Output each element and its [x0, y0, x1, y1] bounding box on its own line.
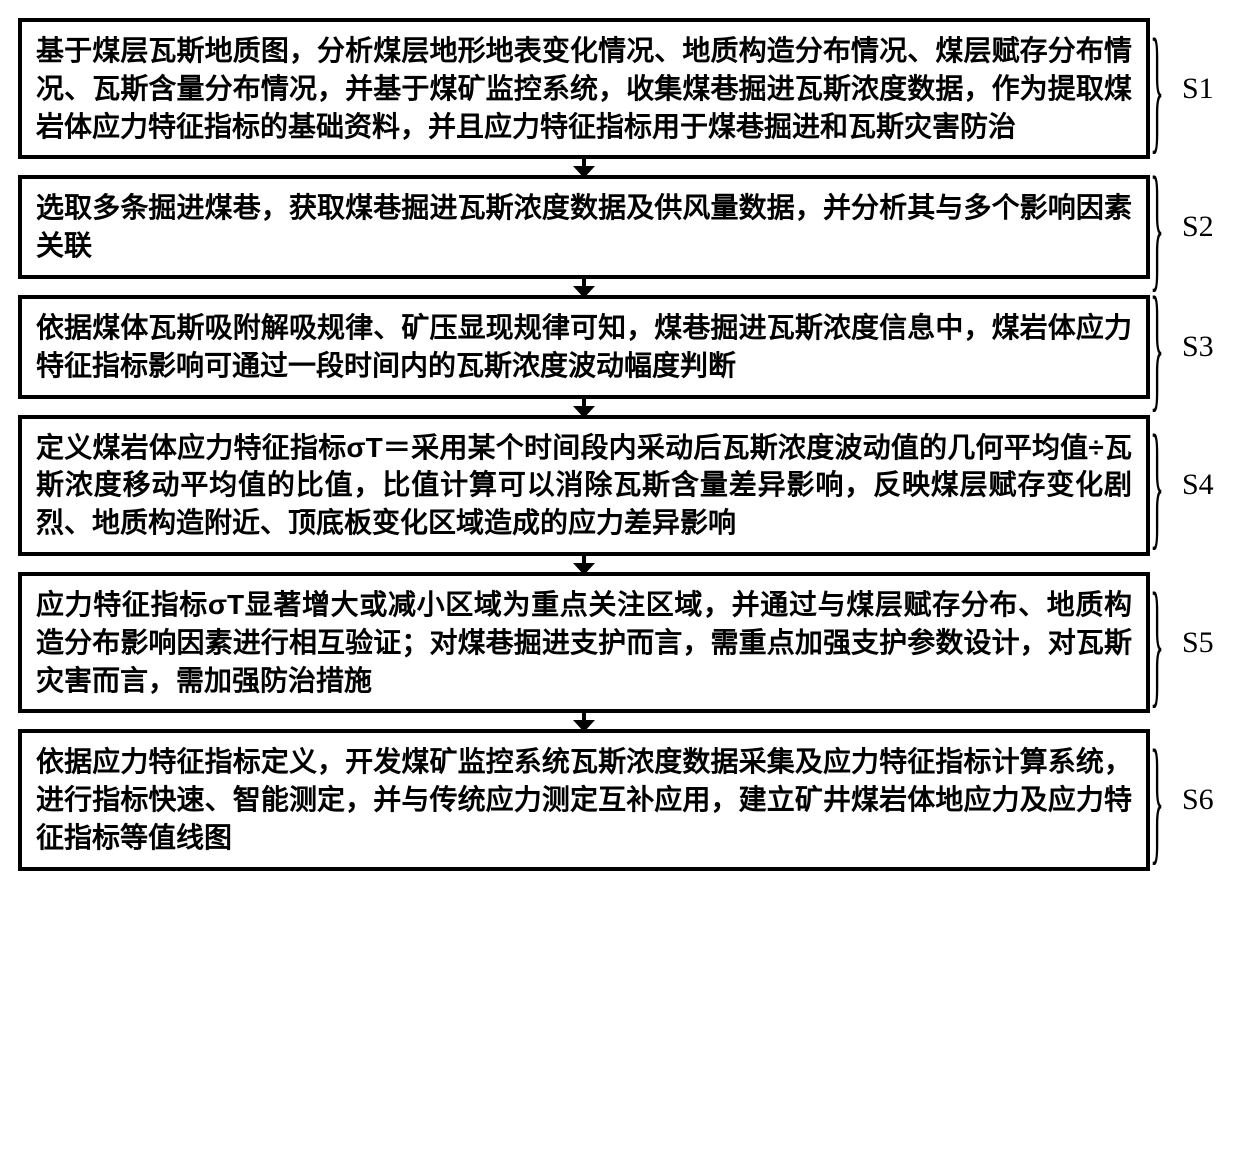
arrow-down-icon — [573, 554, 595, 574]
step-text-s2: 选取多条掘进煤巷，获取煤巷掘进瓦斯浓度数据及供风量数据，并分析其与多个影响因素关… — [36, 192, 1132, 261]
arrow-down-icon — [573, 277, 595, 297]
brace-icon: } — [1148, 450, 1165, 520]
step-box-s6: 依据应力特征指标定义，开发煤矿监控系统瓦斯浓度数据采集及应力特征指标计算系统，进… — [18, 729, 1150, 870]
arrow-down-icon — [573, 157, 595, 177]
step-box-s1: 基于煤层瓦斯地质图，分析煤层地形地表变化情况、地质构造分布情况、煤层赋存分布情况… — [18, 18, 1150, 159]
step-label-s3: S3 — [1176, 330, 1236, 364]
brace-icon: } — [1148, 765, 1165, 835]
step-box-s4: 定义煤岩体应力特征指标σT＝采用某个时间段内采动后瓦斯浓度波动值的几何平均值÷瓦… — [18, 415, 1150, 556]
step-label-s5: S5 — [1176, 626, 1236, 660]
step-box-s3: 依据煤体瓦斯吸附解吸规律、矿压显现规律可知，煤巷掘进瓦斯浓度信息中，煤岩体应力特… — [18, 295, 1150, 399]
step-box-s2: 选取多条掘进煤巷，获取煤巷掘进瓦斯浓度数据及供风量数据，并分析其与多个影响因素关… — [18, 175, 1150, 279]
step-label-s1: S1 — [1176, 72, 1236, 106]
step-text-s3: 依据煤体瓦斯吸附解吸规律、矿压显现规律可知，煤巷掘进瓦斯浓度信息中，煤岩体应力特… — [36, 312, 1132, 381]
step-label-s4: S4 — [1176, 468, 1236, 502]
step-text-s1: 基于煤层瓦斯地质图，分析煤层地形地表变化情况、地质构造分布情况、煤层赋存分布情况… — [36, 35, 1132, 142]
step-row-s3: 依据煤体瓦斯吸附解吸规律、矿压显现规律可知，煤巷掘进瓦斯浓度信息中，煤岩体应力特… — [18, 295, 1150, 399]
step-row-s1: 基于煤层瓦斯地质图，分析煤层地形地表变化情况、地质构造分布情况、煤层赋存分布情况… — [18, 18, 1150, 159]
step-text-s5: 应力特征指标σT显著增大或减小区域为重点关注区域，并通过与煤层赋存分布、地质构造… — [36, 589, 1132, 696]
step-row-s4: 定义煤岩体应力特征指标σT＝采用某个时间段内采动后瓦斯浓度波动值的几何平均值÷瓦… — [18, 415, 1150, 556]
arrow-down-icon — [573, 711, 595, 731]
arrow-down-icon — [573, 397, 595, 417]
brace-icon: } — [1148, 312, 1165, 382]
brace-icon: } — [1148, 53, 1165, 123]
brace-icon: } — [1148, 607, 1165, 677]
step-text-s6: 依据应力特征指标定义，开发煤矿监控系统瓦斯浓度数据采集及应力特征指标计算系统，进… — [36, 746, 1132, 853]
brace-icon: } — [1148, 192, 1165, 262]
step-box-s5: 应力特征指标σT显著增大或减小区域为重点关注区域，并通过与煤层赋存分布、地质构造… — [18, 572, 1150, 713]
step-text-s4: 定义煤岩体应力特征指标σT＝采用某个时间段内采动后瓦斯浓度波动值的几何平均值÷瓦… — [36, 432, 1132, 539]
flowchart: 基于煤层瓦斯地质图，分析煤层地形地表变化情况、地质构造分布情况、煤层赋存分布情况… — [18, 18, 1150, 871]
step-row-s2: 选取多条掘进煤巷，获取煤巷掘进瓦斯浓度数据及供风量数据，并分析其与多个影响因素关… — [18, 175, 1150, 279]
step-row-s6: 依据应力特征指标定义，开发煤矿监控系统瓦斯浓度数据采集及应力特征指标计算系统，进… — [18, 729, 1150, 870]
step-row-s5: 应力特征指标σT显著增大或减小区域为重点关注区域，并通过与煤层赋存分布、地质构造… — [18, 572, 1150, 713]
step-label-s2: S2 — [1176, 210, 1236, 244]
step-label-s6: S6 — [1176, 783, 1236, 817]
